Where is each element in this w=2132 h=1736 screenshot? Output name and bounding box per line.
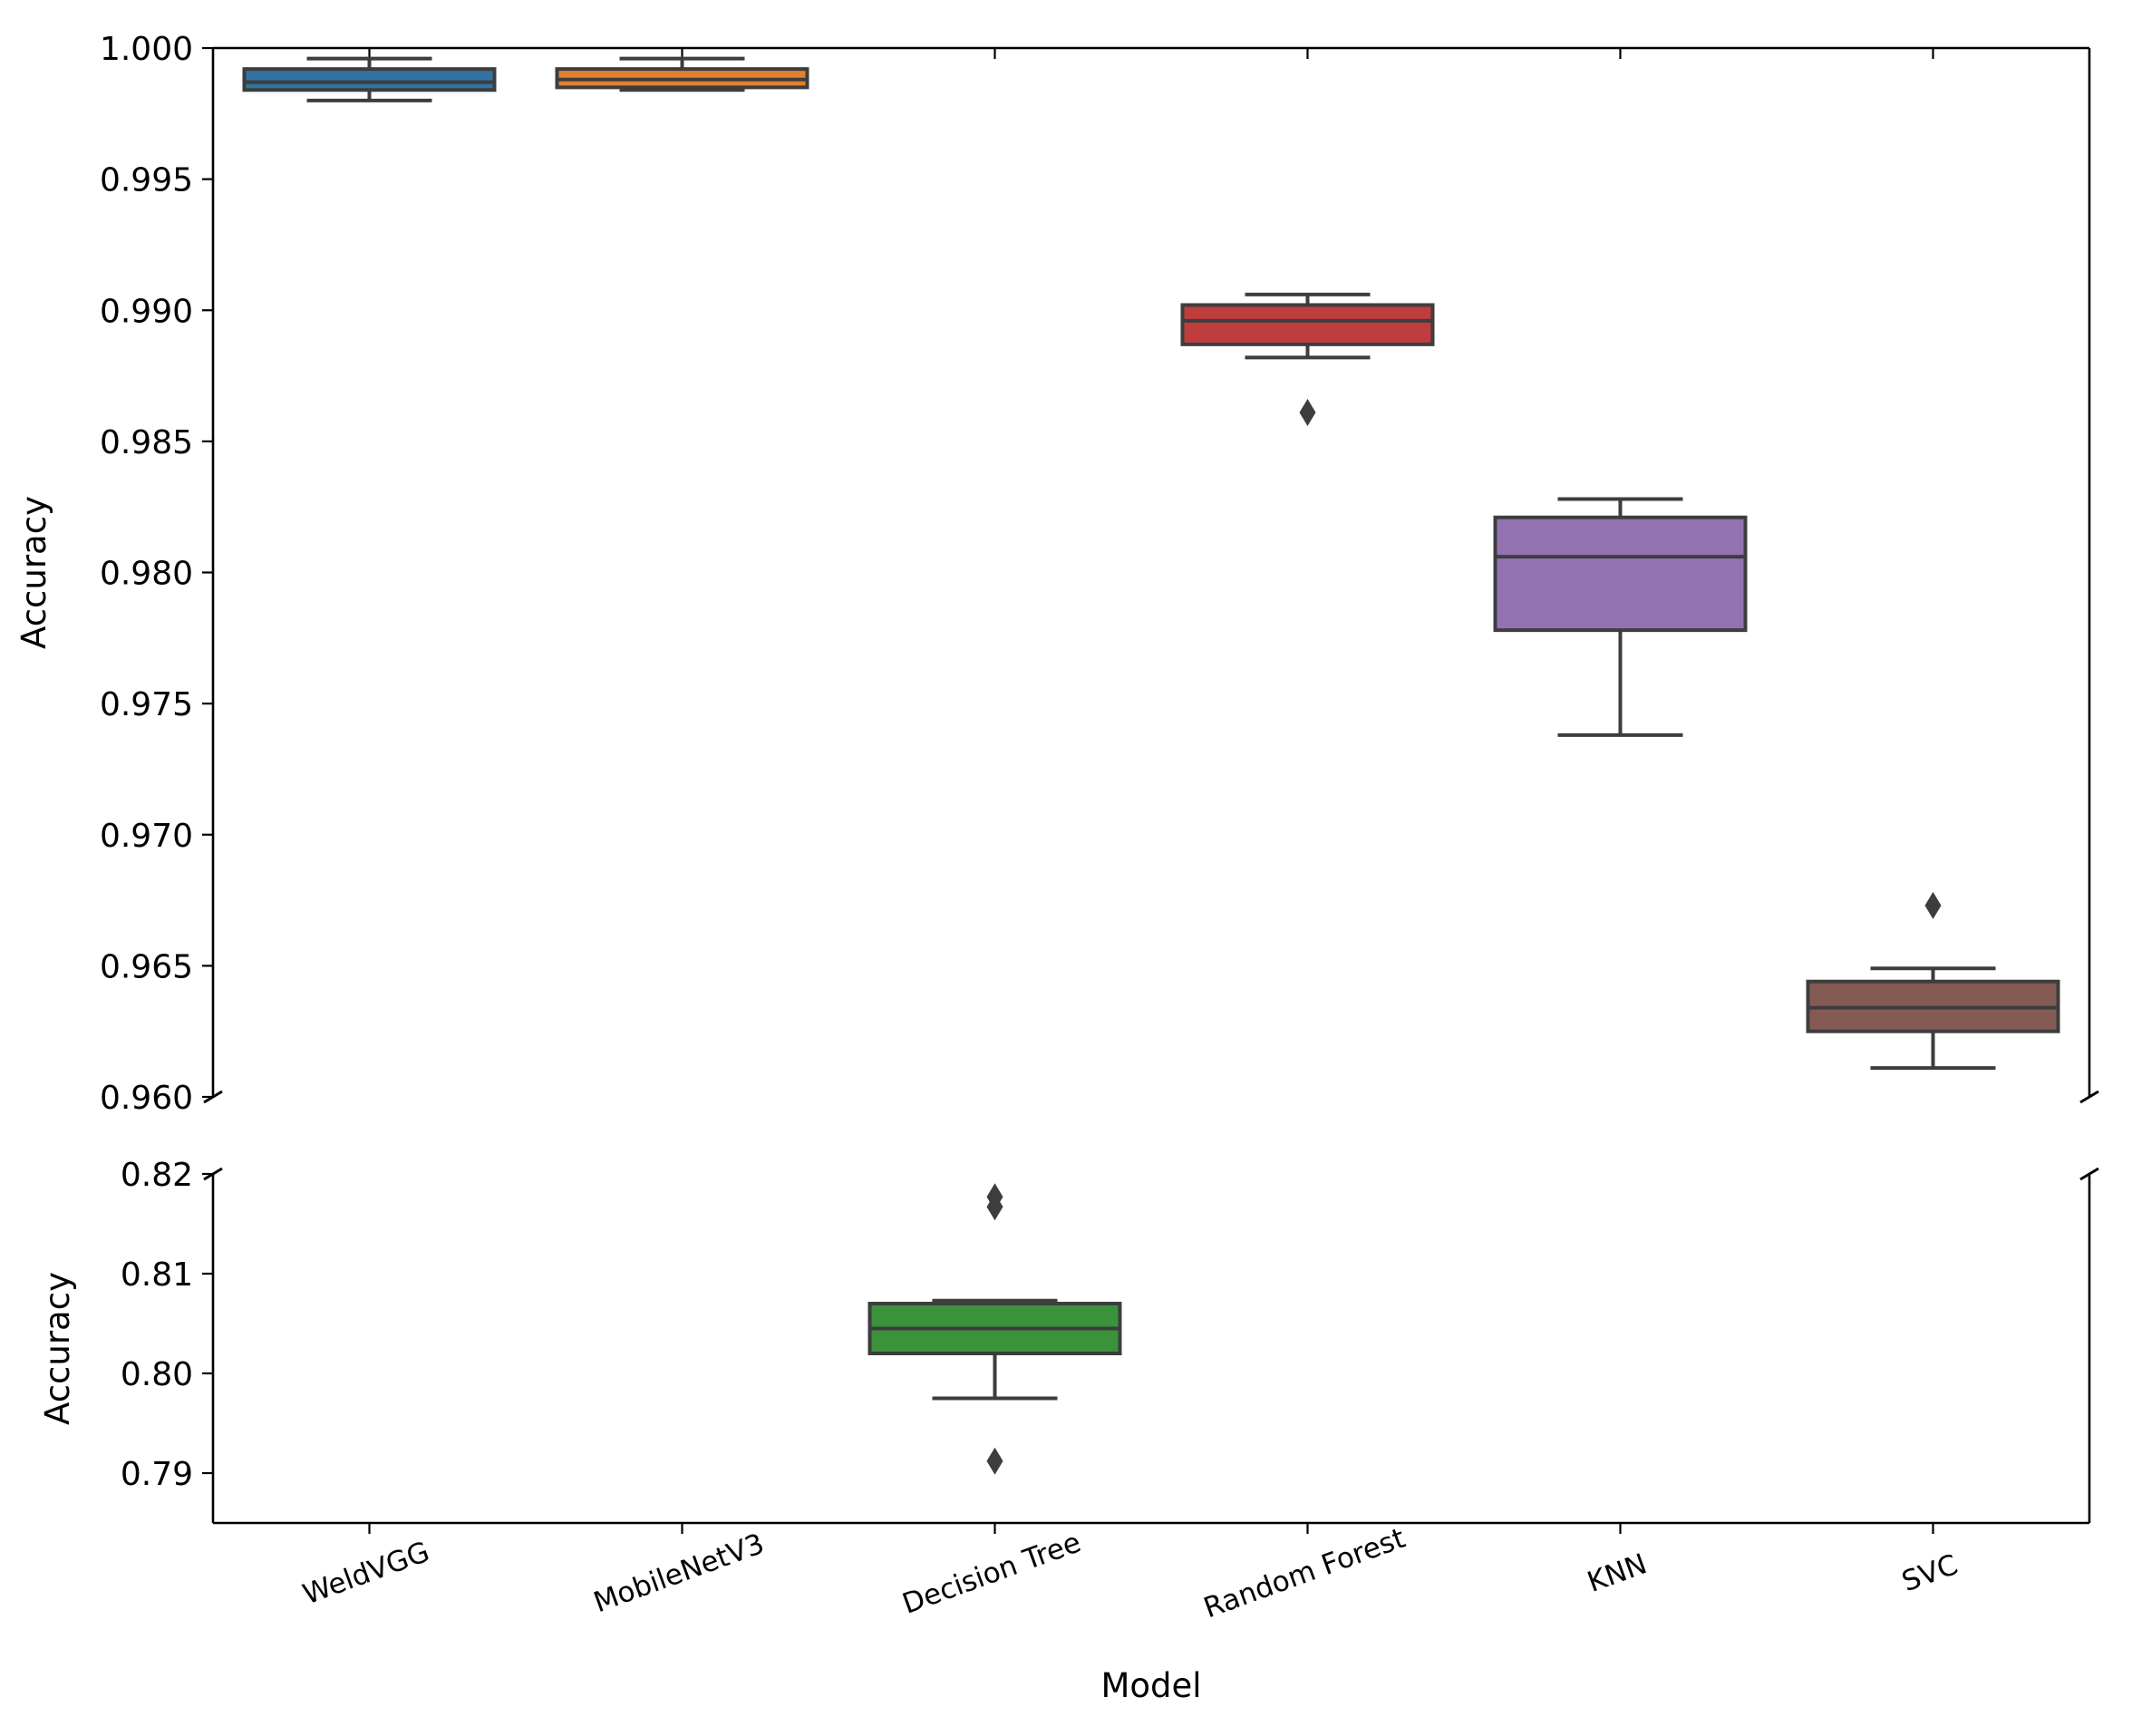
upper-y-tick-label: 0.985	[100, 424, 193, 461]
break-mark	[203, 1167, 223, 1181]
lower-y-axis-label: Accuracy	[38, 1272, 77, 1425]
upper-y-tick-label: 1.000	[100, 31, 193, 68]
break-mark	[2079, 1167, 2099, 1181]
outlier-marker	[1299, 399, 1316, 427]
lower-y-tick-label: 0.79	[121, 1456, 193, 1493]
upper-y-tick-label: 0.970	[100, 818, 193, 855]
outlier-marker	[986, 1447, 1003, 1475]
x-axis-label: Model	[1100, 1666, 1201, 1705]
upper-y-tick-label: 0.960	[100, 1080, 193, 1117]
box-mobilenetv3	[555, 56, 809, 92]
box-knn	[1493, 497, 1748, 737]
box-svc	[1806, 891, 2060, 1071]
outlier-marker	[1924, 891, 1942, 919]
upper-y-tick-label: 0.995	[100, 162, 193, 199]
upper-panel: 0.960 0.965 0.970 0.975 0.980 0.985 0.990 0.995…	[15, 31, 2091, 1117]
upper-y-tick-label: 0.990	[100, 293, 193, 330]
break-mark	[2079, 1090, 2099, 1104]
break-mark	[203, 1090, 223, 1104]
box-body	[242, 67, 497, 92]
axis-break-marks	[203, 1090, 2099, 1181]
upper-y-tick-label: 0.975	[100, 686, 193, 723]
box-weldvgg	[242, 56, 497, 102]
lower-y-tick-label: 0.81	[121, 1256, 193, 1294]
lower-panel: 0.79 0.80 0.81 0.82 Accuracy	[38, 1157, 2091, 1534]
box-body	[1180, 303, 1435, 346]
upper-y-tick-label: 0.980	[100, 556, 193, 593]
box-random-forest	[1180, 292, 1435, 427]
box-body	[1493, 515, 1748, 633]
upper-y-tick-label: 0.965	[100, 948, 193, 985]
outlier-marker	[986, 1183, 1003, 1211]
upper-y-axis-label: Accuracy	[15, 496, 53, 649]
lower-y-tick-label: 0.82	[121, 1157, 193, 1194]
box-decision-tree	[867, 1183, 1122, 1475]
lower-y-tick-label: 0.80	[121, 1356, 193, 1393]
boxes-layer	[242, 56, 2060, 1475]
